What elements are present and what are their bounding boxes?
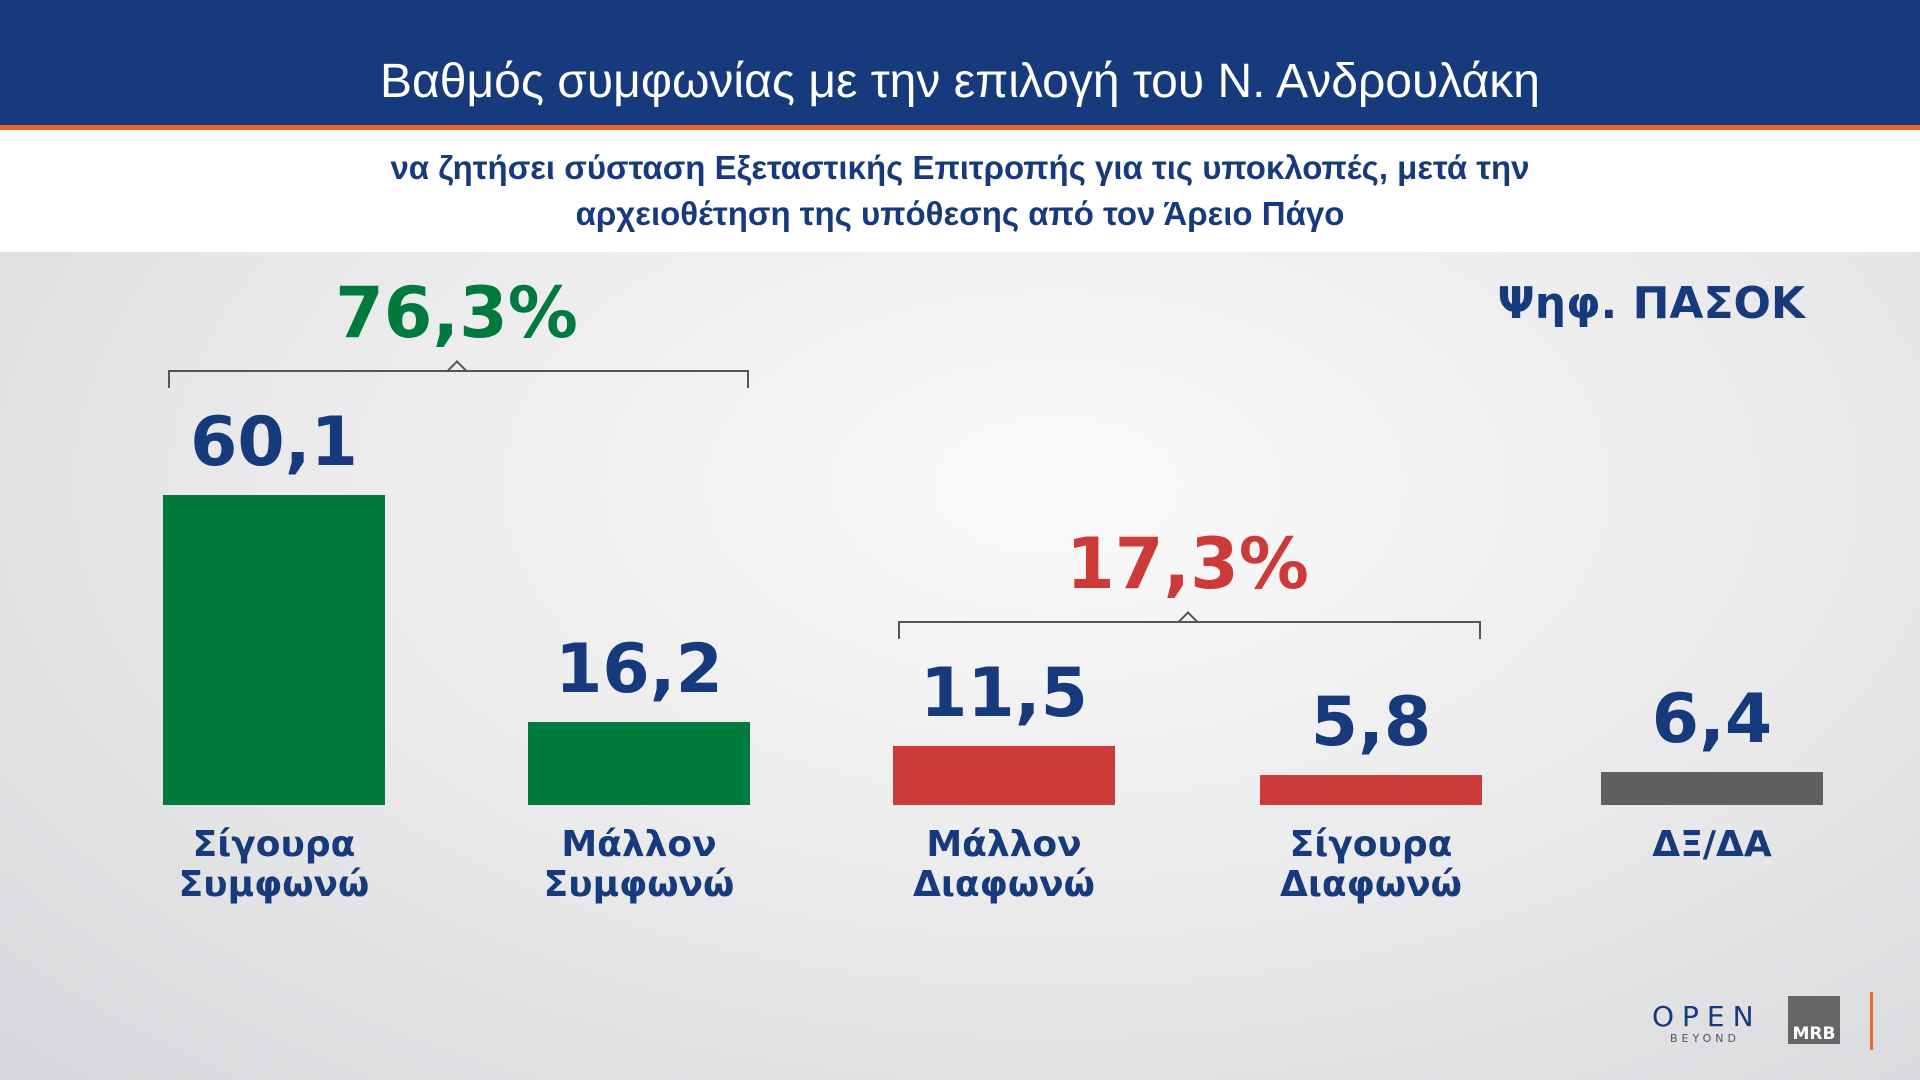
value-label: 6,4 xyxy=(1651,680,1773,760)
category-label: Σίγουρα Συμφωνώ xyxy=(178,824,370,905)
bar xyxy=(528,721,750,805)
bar xyxy=(893,745,1115,805)
subtitle-band xyxy=(0,130,1920,252)
value-label: 60,1 xyxy=(190,403,358,483)
chart-title: Βαθμός συμφωνίας με την επιλογή του Ν. Α… xyxy=(380,55,1540,108)
group-label: 76,3% xyxy=(335,272,578,355)
header-band xyxy=(0,0,1920,125)
bar xyxy=(1601,772,1823,805)
group-bracket xyxy=(898,620,1481,639)
value-label: 16,2 xyxy=(555,629,723,709)
category-label: Μάλλον Διαφωνώ xyxy=(913,824,1095,905)
logo-rule xyxy=(1870,992,1873,1050)
logo-open: OPEN xyxy=(1652,1000,1762,1033)
logo-mrb: MRB xyxy=(1788,996,1840,1044)
bar xyxy=(1260,775,1482,805)
annotation: Ψηφ. ΠΑΣΟΚ xyxy=(1497,278,1805,329)
logo-beyond: BEYOND xyxy=(1670,1032,1740,1045)
value-label: 11,5 xyxy=(920,653,1088,733)
group-bracket xyxy=(168,370,749,389)
category-label: Σίγουρα Διαφωνώ xyxy=(1280,824,1462,905)
value-label: 5,8 xyxy=(1310,683,1432,763)
category-label: ΔΞ/ΔΑ xyxy=(1652,824,1772,865)
group-label: 17,3% xyxy=(1066,522,1309,605)
header-rule xyxy=(0,125,1920,130)
category-label: Μάλλον Συμφωνώ xyxy=(543,824,735,905)
chart-subtitle: να ζητήσει σύσταση Εξεταστικής Επιτροπής… xyxy=(390,149,1530,232)
bar xyxy=(163,495,385,805)
